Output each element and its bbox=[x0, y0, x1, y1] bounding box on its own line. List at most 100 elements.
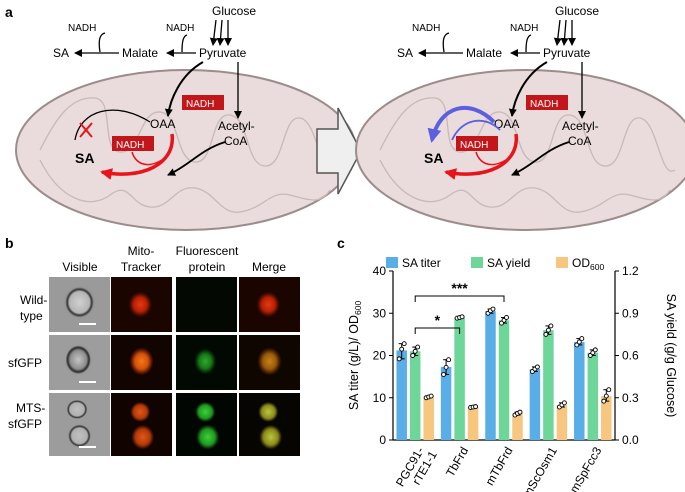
data-point bbox=[443, 364, 449, 370]
data-point bbox=[504, 315, 509, 320]
legend-label: SA titer bbox=[402, 256, 441, 270]
bar bbox=[498, 320, 510, 440]
bar bbox=[396, 350, 407, 440]
blue-arrow bbox=[427, 105, 496, 143]
scale-bar bbox=[79, 381, 96, 383]
legend-swatch bbox=[556, 257, 568, 268]
data-point bbox=[603, 393, 609, 399]
coa-label: CoA bbox=[224, 134, 247, 148]
mito-outer-membrane bbox=[355, 69, 685, 231]
micrograph-fluorescent-mts-sfgfp bbox=[176, 393, 237, 456]
significance-bracket bbox=[414, 327, 461, 334]
x-tick-label: mScOsm1 bbox=[520, 444, 560, 492]
micrograph-merge-wildtype bbox=[239, 277, 300, 332]
y-axis-title-right: SA yield (g/g Glucose) bbox=[664, 294, 678, 418]
nadh-label: NADH bbox=[166, 23, 194, 34]
y-tick-label-left: 30 bbox=[373, 306, 387, 320]
data-point bbox=[399, 346, 405, 352]
data-point bbox=[534, 364, 540, 370]
nadh-box bbox=[182, 95, 224, 110]
row-label-sfgfp: sfGFP bbox=[8, 356, 42, 370]
row-label-wildtype: Wild- bbox=[20, 293, 47, 307]
scale-bar bbox=[79, 446, 96, 448]
panel-a-label: a bbox=[5, 4, 13, 20]
data-point bbox=[412, 348, 418, 354]
significance-label: * bbox=[435, 312, 441, 328]
micrograph-mitotracker-sfgfp bbox=[111, 335, 172, 390]
y-tick-label-left: 20 bbox=[373, 349, 387, 363]
data-point bbox=[428, 393, 434, 399]
micrograph-visible-sfgfp bbox=[49, 335, 110, 390]
bar bbox=[543, 330, 554, 440]
data-point bbox=[574, 342, 580, 348]
bar bbox=[440, 366, 452, 440]
bar bbox=[556, 404, 568, 440]
micrograph-mitotracker-wildtype bbox=[111, 277, 172, 332]
sa-label-cytosol: SA bbox=[397, 46, 413, 60]
pyruvate-label: Pyruvate bbox=[543, 46, 591, 60]
data-point bbox=[415, 344, 421, 350]
glucose-label: Glucose bbox=[555, 4, 599, 18]
bar bbox=[574, 341, 585, 440]
data-point bbox=[576, 339, 582, 345]
x-tick-label: mTbFrd bbox=[482, 445, 515, 488]
bar bbox=[409, 351, 421, 440]
column-header-mitotracker: Tracker bbox=[121, 260, 161, 274]
nadh-box bbox=[526, 95, 568, 110]
x-tick-label: mSpFcc3 bbox=[567, 444, 605, 492]
data-point bbox=[473, 404, 479, 410]
oaa-label: OAA bbox=[494, 117, 519, 131]
blue-arrow bbox=[451, 119, 501, 141]
column-header-visible: Visible bbox=[62, 260, 97, 274]
data-point bbox=[543, 331, 549, 337]
data-point bbox=[548, 323, 554, 329]
row-label-mts-sfgfp: MTS- bbox=[16, 401, 45, 415]
nadh-box-label: NADH bbox=[116, 140, 144, 151]
acetyl-label: Acetyl- bbox=[218, 119, 255, 133]
column-header-fluorescent: protein bbox=[189, 260, 226, 274]
column-header-fluorescent: Fluorescent bbox=[176, 244, 239, 258]
panel-c-label: c bbox=[337, 235, 345, 251]
sa-label-cytosol: SA bbox=[53, 46, 69, 60]
micrograph-merge-mts-sfgfp bbox=[239, 393, 300, 456]
nadh-label: NADH bbox=[68, 23, 96, 34]
y-tick-label-left: 0 bbox=[379, 433, 386, 447]
data-point bbox=[601, 398, 607, 404]
micrograph-fluorescent-wildtype bbox=[176, 277, 237, 332]
micrograph-mitotracker-mts-sfgfp bbox=[111, 393, 172, 456]
mito-outer-membrane bbox=[15, 69, 357, 231]
panel-b-label: b bbox=[5, 235, 14, 251]
data-point bbox=[561, 400, 567, 406]
red-arrow bbox=[475, 151, 507, 166]
nadh-box-label: NADH bbox=[530, 99, 558, 110]
bar bbox=[529, 369, 541, 440]
y-tick-label-right: 0.9 bbox=[622, 306, 639, 320]
bar bbox=[587, 352, 599, 440]
nadh-box bbox=[112, 136, 154, 151]
pathway-arrows-left bbox=[74, 19, 242, 176]
red-arrow bbox=[100, 133, 174, 180]
y-tick-label-right: 0.6 bbox=[622, 349, 639, 363]
oaa-label: OAA bbox=[150, 117, 175, 131]
y-tick-label-right: 0.3 bbox=[622, 391, 639, 405]
nadh-label: NADH bbox=[510, 23, 538, 34]
data-point bbox=[401, 341, 407, 347]
bar bbox=[485, 311, 496, 440]
nadh-box-label: NADH bbox=[186, 99, 214, 110]
data-point bbox=[517, 409, 523, 415]
data-point bbox=[459, 314, 465, 320]
micrograph-visible-mts-sfgfp bbox=[49, 393, 110, 456]
y-tick-label-right: 0.0 bbox=[622, 433, 639, 447]
bar-chart: 0 10 20 30 40 0.0 0.3 0.6 0.9 1.2 SA titer (g/L)/ … bbox=[347, 256, 678, 492]
block-x-icon bbox=[79, 122, 93, 138]
legend-label: SA yield bbox=[487, 256, 530, 270]
data-point bbox=[579, 336, 585, 342]
mito-right bbox=[355, 69, 685, 231]
transition-arrow-icon bbox=[316, 107, 362, 195]
malate-label: Malate bbox=[466, 46, 502, 60]
pathway-arrows-right bbox=[418, 19, 586, 176]
x-tick-label: TbFrd bbox=[443, 445, 471, 480]
nadh-box bbox=[456, 136, 498, 151]
bar bbox=[467, 407, 479, 440]
data-point bbox=[606, 387, 612, 393]
